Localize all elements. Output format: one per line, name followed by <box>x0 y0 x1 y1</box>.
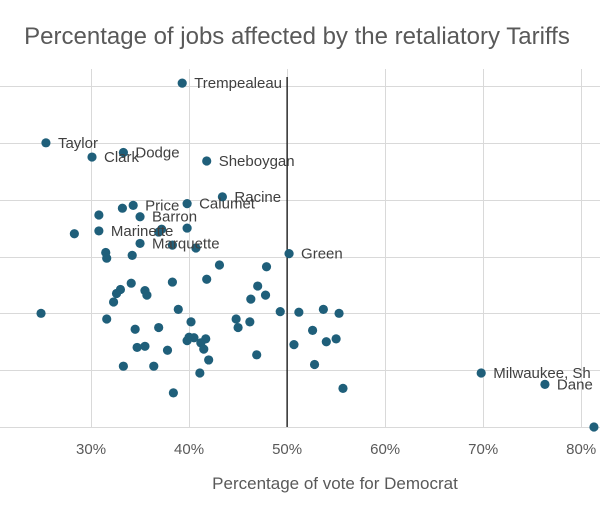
data-point <box>589 422 599 432</box>
data-point <box>140 341 150 351</box>
x-tick-label: 70% <box>468 441 498 458</box>
data-point <box>182 223 192 233</box>
data-point <box>186 317 196 327</box>
data-point <box>476 368 486 378</box>
data-point <box>69 229 79 239</box>
data-point <box>142 290 152 300</box>
data-point <box>334 308 344 318</box>
data-point <box>202 156 212 166</box>
data-point-label: Price <box>145 197 179 214</box>
data-points <box>36 78 599 432</box>
data-point <box>177 78 187 88</box>
x-axis-label: Percentage of vote for Democrat <box>212 474 458 493</box>
data-point <box>111 288 122 299</box>
data-point <box>94 210 104 220</box>
data-point <box>154 322 164 333</box>
data-point <box>167 277 177 287</box>
x-tick-label: 80% <box>566 441 596 458</box>
data-point-label: Marquette <box>152 235 220 252</box>
data-point <box>118 361 128 371</box>
data-point <box>217 192 227 202</box>
data-point-label: Trempealeau <box>194 75 282 92</box>
data-point <box>94 226 104 236</box>
data-point <box>289 339 299 350</box>
chart-title: Percentage of jobs affected by the retal… <box>24 23 570 50</box>
data-point <box>36 308 46 318</box>
data-point <box>41 138 51 148</box>
data-point <box>108 297 119 307</box>
x-tick-label: 40% <box>174 441 204 458</box>
data-point <box>167 240 177 250</box>
data-point <box>182 336 192 346</box>
data-point <box>126 278 136 288</box>
data-point <box>252 350 262 360</box>
data-point <box>149 361 159 371</box>
data-point-label: Clark <box>104 149 140 166</box>
data-point <box>309 359 320 370</box>
x-tick-label: 60% <box>370 441 400 458</box>
data-point <box>307 325 318 335</box>
data-point <box>246 294 256 304</box>
data-point <box>284 249 294 259</box>
data-point-label: Dane <box>557 376 593 393</box>
data-point-label: Dodge <box>135 144 179 161</box>
data-point <box>231 314 241 324</box>
data-point <box>132 342 142 353</box>
x-tick-label: 30% <box>76 441 106 458</box>
data-point <box>157 224 167 234</box>
data-point <box>294 307 304 317</box>
data-point-label: Green <box>301 246 343 263</box>
data-point-label: Sheboygan <box>219 153 295 170</box>
data-point <box>102 314 112 324</box>
data-point <box>191 243 201 253</box>
data-point <box>204 355 214 365</box>
data-point <box>118 147 128 158</box>
data-point <box>135 212 145 222</box>
data-point-label: Barron <box>152 209 197 226</box>
data-point <box>130 324 140 334</box>
data-point-label: Milwaukee, Sh <box>493 365 591 382</box>
data-point <box>87 152 97 162</box>
data-point <box>195 368 205 378</box>
data-point-label: Taylor <box>58 135 98 152</box>
data-point <box>275 307 285 317</box>
data-point <box>182 199 192 209</box>
data-point <box>162 345 173 355</box>
data-point <box>233 322 243 333</box>
data-point-label: Racine <box>234 189 281 206</box>
data-point-label: Calumet <box>199 196 256 213</box>
data-point <box>253 281 263 291</box>
data-point <box>173 304 183 314</box>
x-tick-label: 50% <box>272 441 302 458</box>
data-point <box>135 238 145 249</box>
data-point <box>117 203 128 213</box>
data-point-label: Marinette <box>111 223 174 240</box>
data-point <box>321 337 331 347</box>
x-axis-ticks: %30%40%50%60%70%80% <box>76 441 596 458</box>
data-point <box>202 274 212 284</box>
data-point <box>261 262 272 272</box>
data-point <box>540 379 550 389</box>
data-point <box>128 200 138 210</box>
data-point <box>331 334 341 344</box>
data-point <box>318 304 328 314</box>
data-point <box>338 383 348 393</box>
data-point <box>260 290 271 300</box>
data-point <box>245 317 255 327</box>
data-point <box>168 388 178 398</box>
data-point <box>102 253 112 263</box>
data-point <box>199 344 209 354</box>
data-point <box>214 260 225 270</box>
data-point <box>127 250 137 260</box>
